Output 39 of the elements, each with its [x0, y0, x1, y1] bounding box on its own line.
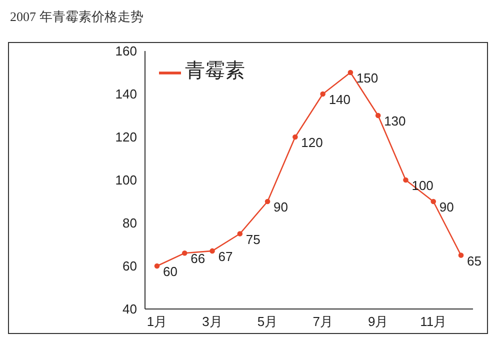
point	[210, 248, 215, 254]
point	[237, 231, 243, 236]
x-tick-label: 11月	[420, 314, 447, 330]
data-label: 75	[246, 232, 260, 247]
point	[182, 250, 188, 256]
point	[430, 198, 436, 204]
point	[375, 112, 381, 118]
point	[154, 263, 160, 269]
y-tick-label: 80	[122, 216, 137, 231]
data-label: 120	[301, 135, 323, 150]
point	[348, 70, 354, 76]
x-tick-label: 7月	[312, 314, 333, 330]
data-label: 130	[384, 114, 406, 128]
data-label: 60	[163, 264, 178, 279]
point	[292, 134, 298, 140]
data-label: 100	[412, 178, 434, 193]
point	[458, 252, 464, 258]
y-tick-label: 160	[115, 44, 137, 59]
point	[403, 177, 408, 183]
data-label: 90	[439, 200, 454, 214]
data-label: 65	[467, 253, 482, 268]
y-tick-label: 100	[115, 172, 137, 188]
y-tick-label: 40	[122, 302, 137, 317]
y-tick-label: 60	[122, 258, 137, 274]
data-label: 66	[190, 251, 206, 266]
x-tick-label: 1月	[146, 314, 168, 330]
point	[320, 91, 326, 97]
x-tick-label: 5月	[257, 314, 278, 330]
x-tick-label: 9月	[368, 314, 388, 330]
y-tick-label: 140	[115, 86, 137, 102]
data-label: 140	[328, 92, 351, 107]
legend-label: 青霉素	[185, 60, 245, 82]
point	[264, 198, 270, 204]
data-label: 150	[356, 70, 378, 86]
y-tick-label: 120	[115, 130, 137, 145]
data-label: 67	[218, 248, 233, 264]
data-label: 90	[274, 200, 288, 214]
x-tick-label: 3月	[202, 314, 222, 330]
chart-title: 2007 年青霉素价格走势	[9, 8, 144, 26]
